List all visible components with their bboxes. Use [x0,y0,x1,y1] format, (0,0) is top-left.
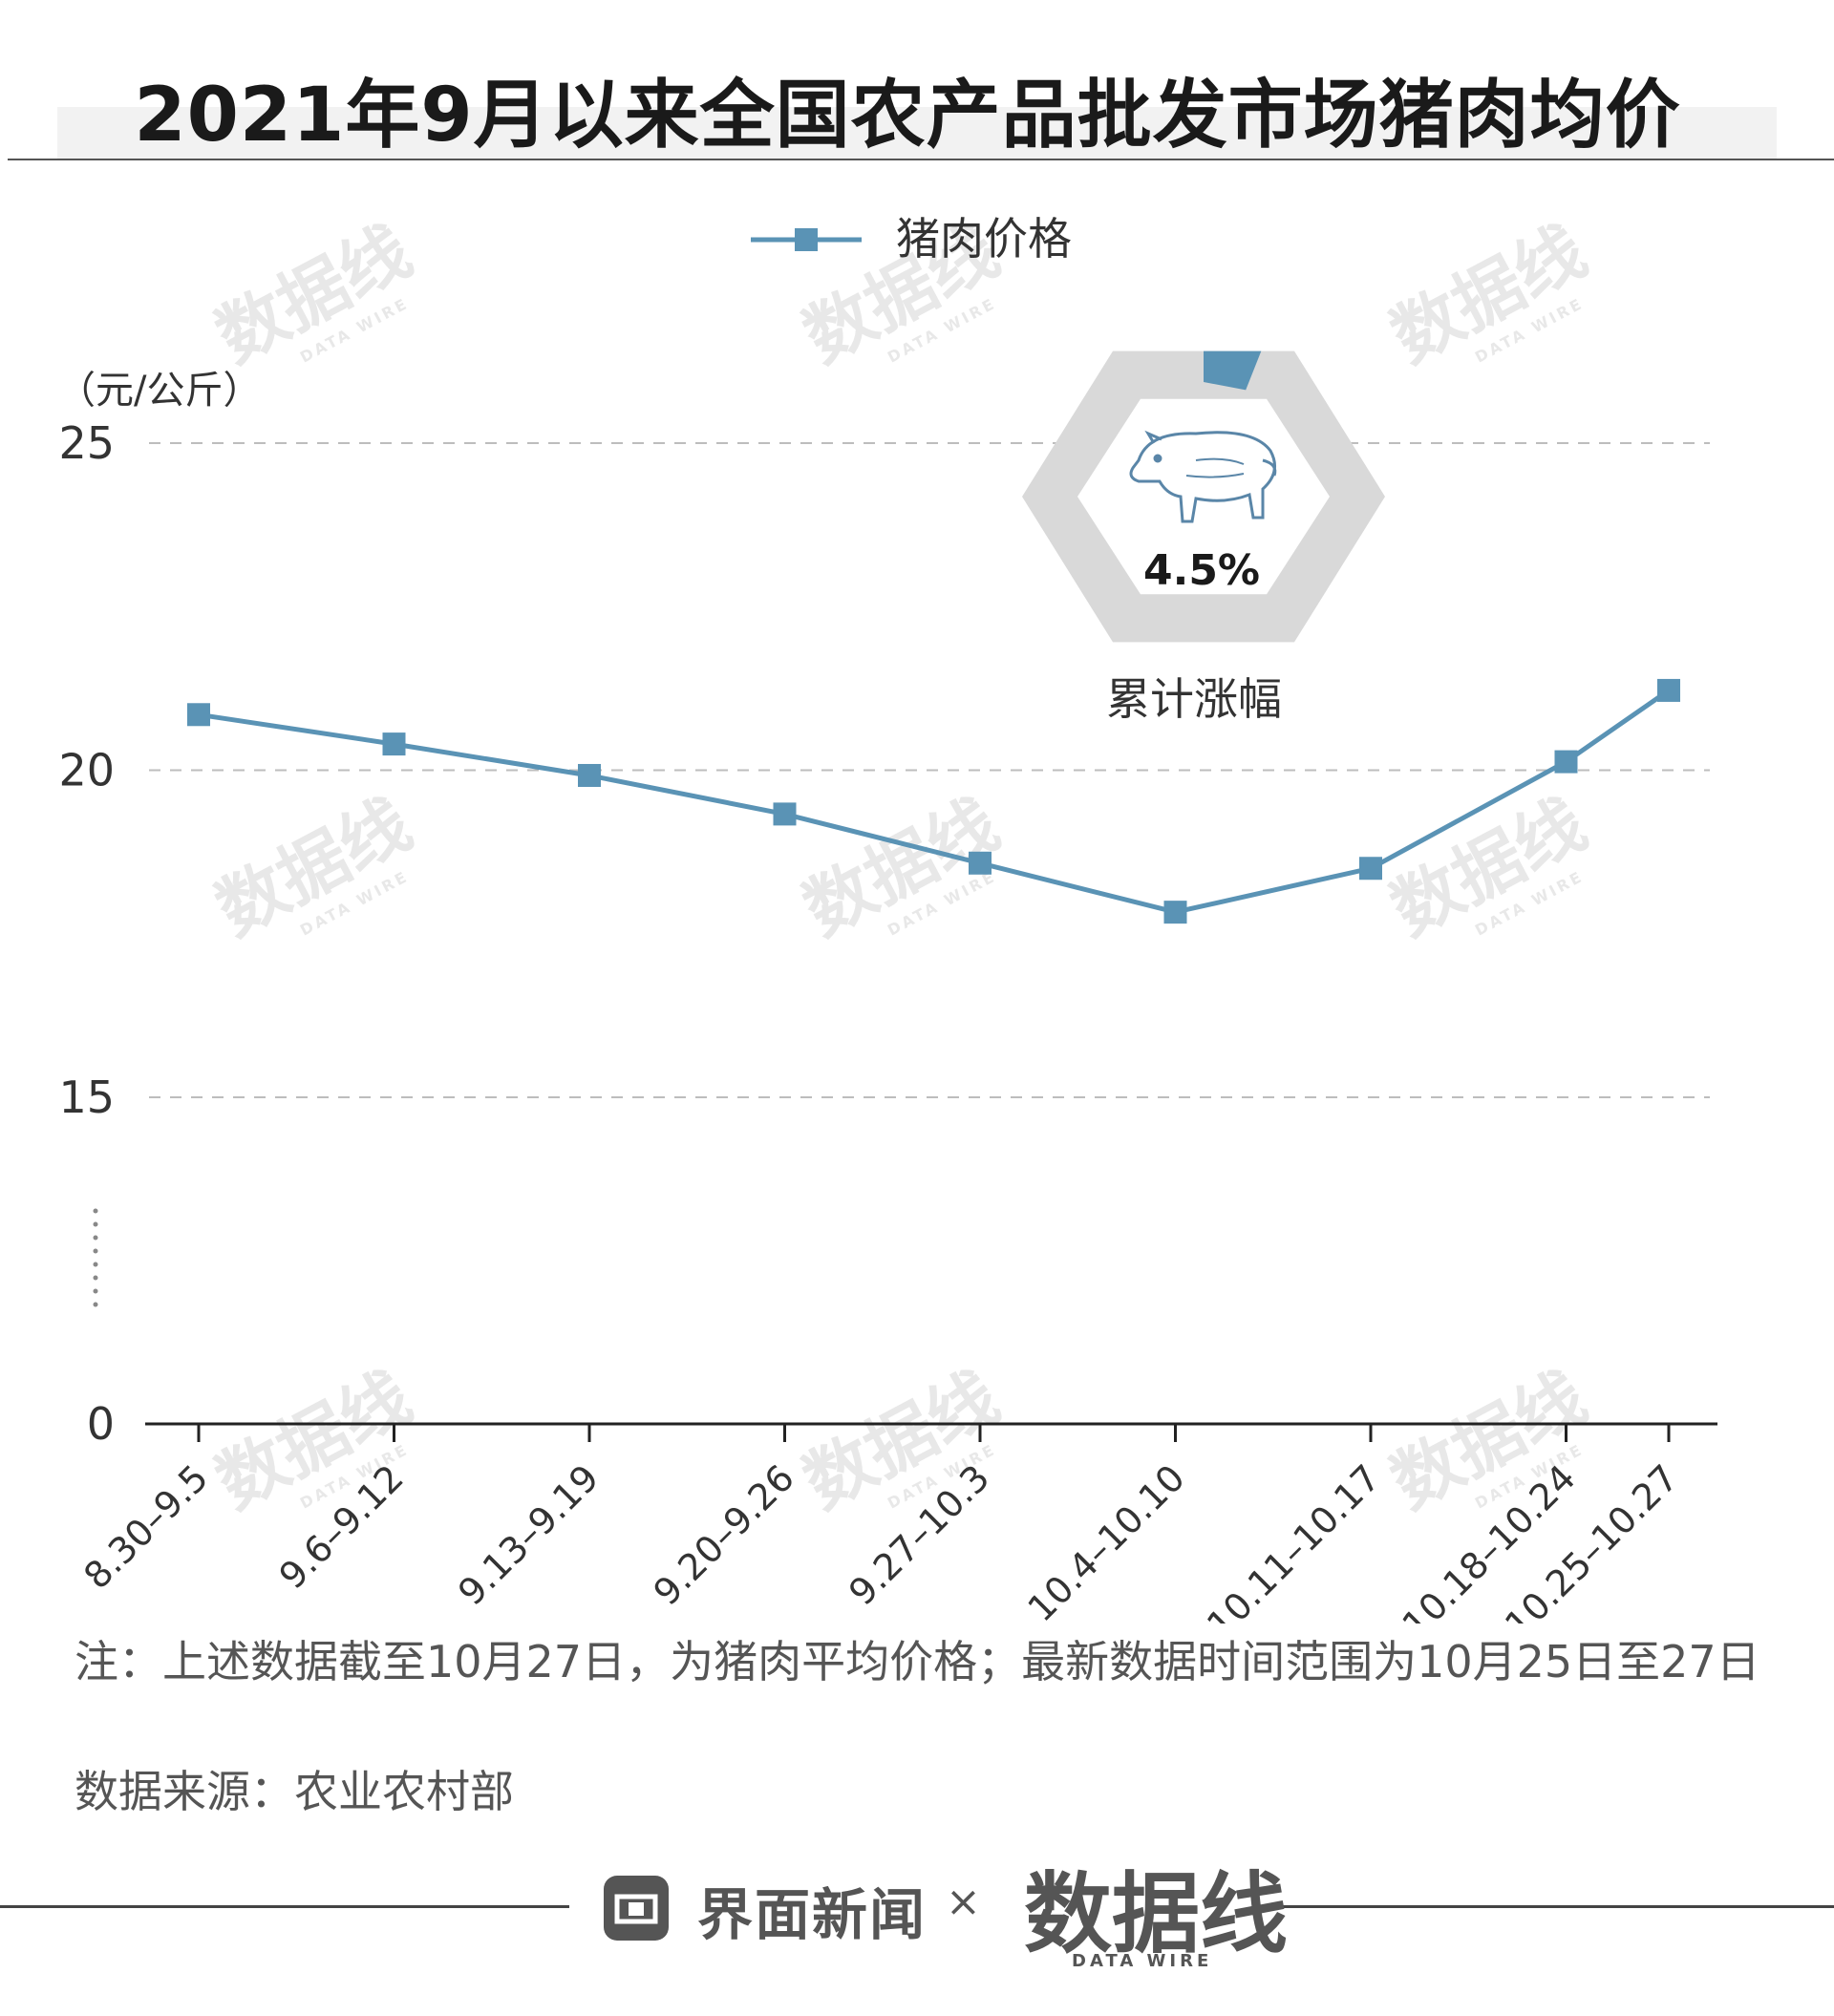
axis-break-dot [93,1208,98,1214]
title-divider [8,159,1834,160]
gridlines [149,442,1710,1098]
y-axis-unit-label: （元/公斤） [57,369,261,413]
axis-break-dot [93,1262,98,1267]
series-points [187,678,1680,924]
y-tick-labels: 0 15 20 25 [58,417,115,1450]
chart-note: 注：上述数据截至10月27日，为猪肉平均价格；最新数据时间范围为10月25日至2… [75,1636,1760,1687]
badge-label: 累计涨幅 [1106,673,1282,725]
data-source: 数据来源：农业农村部 [75,1766,514,1817]
data-point [1359,857,1382,881]
x-tick-label: 9.13–9.19 [450,1456,607,1613]
badge-value: 4.5% [1143,546,1260,595]
axis-break-dot [93,1302,98,1307]
data-point [1657,678,1680,702]
x-tick-label: 10.11–10.17 [1199,1456,1388,1623]
footer-brand-2-logo: 数据线 [1024,1863,1289,1965]
y-tick-label: 0 [87,1398,115,1450]
data-point [1554,750,1578,774]
badge-progress-fill [1204,350,1274,391]
legend-label: 猪肉价格 [896,213,1072,265]
axis-break-dot [93,1248,98,1254]
axis-break-dots [93,1208,98,1307]
footer-brand: 界面新闻 [697,1882,928,1947]
data-point [969,851,992,875]
title-band [57,107,1777,159]
data-point [773,802,797,826]
footer-separator: × [946,1878,981,1926]
footer-rule-right [1263,1905,1834,1908]
data-point [382,732,406,756]
chart-title: 2021年9月以来全国农产品批发市场猪肉均价 [134,73,1681,159]
y-tick-label: 15 [58,1072,115,1123]
footer-brand-2-sub: DATA WIRE [1072,1951,1213,1971]
legend-marker [795,228,818,251]
x-ticks [197,1424,1671,1442]
data-point [1163,901,1187,924]
x-tick-label: 10.4–10.10 [1020,1456,1193,1623]
axis-break-dot [93,1221,98,1227]
axis-break-dot [93,1275,98,1281]
axis-break-dot [93,1235,98,1241]
axis-break-dot [93,1288,98,1294]
pig-icon [1129,430,1277,523]
x-tick-label: 8.30–9.5 [75,1456,216,1597]
footer-rule-left [0,1905,569,1908]
x-tick-label: 9.20–9.26 [646,1456,802,1613]
legend: 猪肉价格 [751,213,1072,265]
jiemian-logo-icon [604,1876,669,1941]
cumulative-increase-badge: 4.5% 累计涨幅 [1022,350,1385,725]
y-tick-label: 20 [58,745,115,796]
data-point [578,763,601,787]
y-tick-label: 25 [58,417,115,469]
data-point [187,703,210,727]
